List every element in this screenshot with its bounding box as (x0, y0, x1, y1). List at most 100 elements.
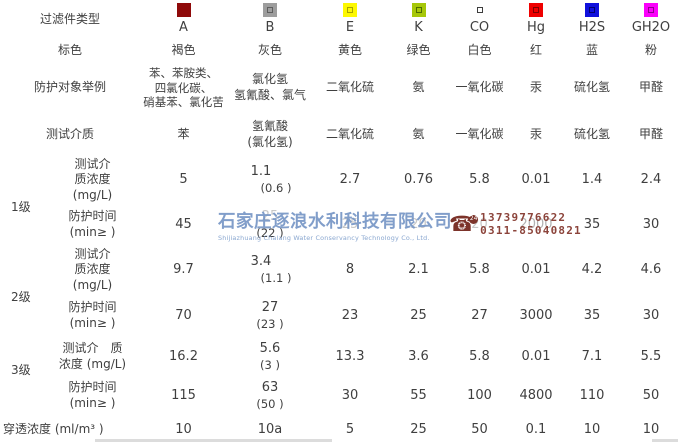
value-main: 5.6 (259, 341, 281, 357)
row-label-examples: 防护对象举例 (33, 80, 106, 95)
faint-divider-mark (652, 439, 678, 442)
cell-l2-conc-k: 2.1 (408, 261, 429, 277)
cell-l3-conc-e: 13.3 (335, 348, 365, 364)
cell-pen-a: 10 (175, 421, 192, 437)
row-l2-concentration: 测试介 质浓度 (mg/L) 9.7 3.4 (1.1 ) 8 2.1 5.8 … (0, 246, 681, 294)
cell-l3-conc-gh2o: 5.5 (640, 348, 662, 364)
cell-l1-conc-hg: 0.01 (521, 171, 551, 187)
cell-l2-conc-a: 9.7 (173, 261, 194, 277)
text-line: 测试介 质 (62, 341, 123, 356)
cell-l2-time-e: 23 (341, 307, 359, 323)
row-examples: 防护对象举例 苯、苯胺类、 四氯化碳、 硝基苯、氯化苦 氯化氢 氢氰酸、氯气 二… (0, 62, 681, 114)
cell-l1-time-b: 25 (22 ) (227, 204, 313, 246)
cell-l1-conc-e: 2.7 (339, 171, 361, 187)
cell-l3-time-b: 63 (50 ) (227, 376, 313, 416)
phone-numbers: 13739776622 0311-85040821 (480, 211, 582, 237)
swatch-k-icon (411, 3, 426, 18)
text-line: 测试介 (74, 246, 111, 261)
cell-l1-time-h2s: 35 (583, 216, 601, 232)
cell-l2-conc-co: 5.8 (469, 261, 490, 277)
spacer (0, 156, 45, 204)
row-label-l2-time: 防护时间 (min≥ ) (45, 294, 140, 338)
cell-examples-a: 苯、苯胺类、 四氯化碳、 硝基苯、氯化苦 (140, 62, 227, 114)
text-line: 四氯化碳、 (154, 80, 213, 95)
text-line: 氢氰酸 (251, 119, 288, 134)
value-main: 1.1 (250, 164, 272, 180)
cell-l2-time-a: 70 (175, 307, 192, 323)
cell-examples-e: 二氧化硫 (325, 80, 374, 95)
cell-l2-conc-e: 8 (345, 261, 355, 277)
cell-examples-h2s: 硫化氢 (573, 80, 610, 95)
cell-examples-b: 氯化氢 氢氰酸、氯气 (227, 62, 313, 114)
value-main: 63 (261, 380, 279, 396)
cell-medium-a: 苯 (177, 127, 190, 142)
swatch-hg-icon (529, 3, 543, 18)
cell-medium-co: 一氧化碳 (455, 127, 504, 142)
phone-number-mobile: 13739776622 (480, 211, 567, 224)
cell-pen-k: 25 (410, 421, 427, 437)
faint-divider-line (95, 439, 332, 442)
filter-header-a: A (140, 0, 227, 40)
filter-code-a: A (179, 20, 188, 36)
cell-l1-time-gh2o: 30 (642, 216, 660, 232)
cell-examples-k: 氨 (412, 80, 425, 95)
cell-l3-time-gh2o: 50 (642, 387, 660, 403)
filter-header-h2s: H2S (563, 0, 621, 40)
text-line: (氯化氢) (247, 135, 293, 149)
cell-color-h2s: 蓝 (585, 43, 598, 58)
level-1-label: 1级 (11, 200, 31, 214)
cell-medium-gh2o: 甲醛 (638, 127, 663, 142)
cell-l2-time-hg: 3000 (519, 307, 553, 323)
row-label-penetration: 穿透浓度 (ml/m³ ) (3, 422, 104, 437)
cell-l3-time-e: 30 (341, 387, 359, 403)
cell-l1-conc-h2s: 1.4 (581, 171, 603, 187)
swatch-co-icon (472, 3, 487, 18)
row-label-l3-time: 防护时间 (min≥ ) (45, 376, 140, 416)
cell-color-gh2o: 粉 (644, 43, 657, 58)
cell-examples-gh2o: 甲醛 (638, 80, 663, 95)
row-color: 标色 褐色 灰色 黄色 绿色 白色 红 蓝 粉 (0, 40, 681, 62)
filter-code-co: CO (469, 20, 490, 36)
phone-24h-icon: ☎ 24 (449, 211, 479, 236)
value-alt: (23 ) (256, 316, 284, 331)
row-l3-concentration: 测试介 质 浓度 (mg/L) 16.2 5.6 (3 ) 13.3 3.6 5… (0, 338, 681, 376)
cell-l1-conc-gh2o: 2.4 (640, 171, 662, 187)
row-label-l1-conc: 测试介 质浓度 (mg/L) (45, 156, 140, 204)
spacer (0, 246, 45, 294)
cell-l2-conc-gh2o: 4.6 (640, 261, 662, 277)
text-line: 测试介 (74, 156, 111, 171)
text-line: 防护时间 (68, 209, 117, 224)
cell-l3-conc-hg: 0.01 (521, 348, 551, 364)
filter-code-k: K (414, 20, 423, 36)
row-test-medium: 测试介质 苯 氢氰酸 (氯化氢) 二氧化硫 氨 一氧化碳 汞 硫化氢 甲醛 (0, 114, 681, 156)
filter-code-hg: Hg (526, 20, 546, 36)
swatch-gh2o-icon (644, 3, 658, 18)
cell-l2-time-gh2o: 30 (642, 307, 660, 323)
filter-header-b: B (227, 0, 313, 40)
text-line: 质浓度 (74, 262, 111, 277)
cell-l3-time-co: 100 (467, 387, 492, 403)
cell-l2-time-h2s: 35 (583, 307, 601, 323)
cell-pen-gh2o: 10 (642, 421, 660, 437)
value-main: 3.4 (250, 254, 272, 270)
cell-l3-conc-h2s: 7.1 (581, 348, 603, 364)
cell-medium-e: 二氧化硫 (325, 127, 374, 142)
text-line: 防护时间 (68, 380, 117, 395)
cell-l3-conc-a: 16.2 (169, 348, 198, 364)
cell-l3-time-k: 55 (410, 387, 427, 403)
cell-l3-conc-b: 5.6 (3 ) (227, 338, 313, 376)
cell-l1-conc-b: 1.1 (0.6 ) (227, 156, 313, 204)
phone-24-badge: 24 (469, 214, 479, 224)
row-l1-time: 防护时间 (min≥ ) 45 25 (22 ) 25 20 20 2000 3… (0, 204, 681, 246)
row-l1-concentration: 测试介 质浓度 (mg/L) 5 1.1 (0.6 ) 2.7 0.76 5.8… (0, 156, 681, 204)
text-line: 硝基苯、氯化苦 (143, 95, 224, 110)
row-label-l2-conc: 测试介 质浓度 (mg/L) (45, 246, 140, 294)
filter-header-co: CO (450, 0, 509, 40)
filter-code-b: B (265, 20, 275, 36)
row-label-test-medium: 测试介质 (45, 127, 94, 142)
filter-header-k: K (387, 0, 450, 40)
text-line: 防护时间 (68, 300, 117, 315)
cell-color-b: 灰色 (257, 43, 282, 58)
cell-l2-conc-b: 3.4 (1.1 ) (227, 246, 313, 294)
cell-l1-time-a: 45 (175, 216, 192, 232)
